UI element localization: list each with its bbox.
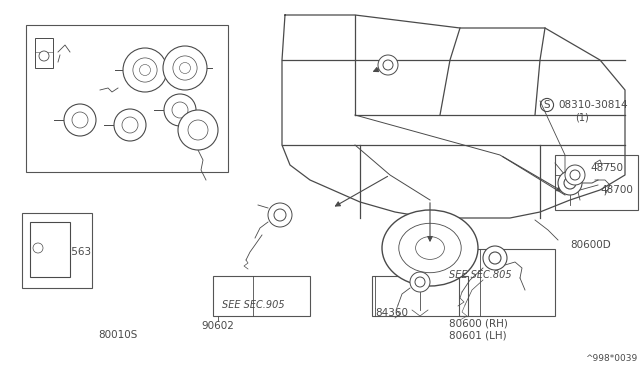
Circle shape: [565, 165, 585, 185]
Circle shape: [133, 58, 157, 82]
Circle shape: [179, 62, 191, 74]
Circle shape: [33, 243, 43, 253]
Text: 48563: 48563: [58, 247, 91, 257]
Circle shape: [178, 110, 218, 150]
Circle shape: [570, 170, 580, 180]
Text: (1): (1): [575, 113, 589, 123]
Bar: [555, 155, 638, 210]
Circle shape: [268, 203, 292, 227]
Text: 48750: 48750: [590, 163, 623, 173]
Text: 80600 (RH): 80600 (RH): [449, 318, 508, 328]
Circle shape: [410, 272, 430, 292]
Bar: [35, 38, 53, 68]
Circle shape: [483, 246, 507, 270]
Circle shape: [172, 102, 188, 118]
Text: SEE SEC.805: SEE SEC.805: [449, 270, 511, 280]
Circle shape: [188, 120, 208, 140]
Text: S: S: [544, 100, 550, 110]
Ellipse shape: [382, 210, 478, 286]
Ellipse shape: [415, 237, 444, 259]
Circle shape: [39, 51, 49, 61]
Circle shape: [173, 56, 197, 80]
Circle shape: [164, 94, 196, 126]
Circle shape: [383, 60, 393, 70]
Text: 80010S: 80010S: [99, 330, 138, 340]
Text: SEE SEC.905: SEE SEC.905: [221, 300, 284, 310]
Circle shape: [489, 252, 501, 264]
Circle shape: [72, 112, 88, 128]
Circle shape: [163, 46, 207, 90]
Text: 80600D: 80600D: [570, 240, 611, 250]
Bar: [459, 249, 555, 316]
Circle shape: [558, 171, 582, 195]
Text: 08310-30814: 08310-30814: [558, 100, 628, 110]
Text: 80601 (LH): 80601 (LH): [449, 330, 507, 340]
Circle shape: [140, 64, 150, 76]
Text: 48700: 48700: [600, 185, 633, 195]
Circle shape: [564, 177, 576, 189]
Bar: [213, 276, 310, 316]
Bar: [26, 25, 228, 172]
Circle shape: [415, 277, 425, 287]
Bar: [372, 276, 468, 316]
Text: 90602: 90602: [202, 321, 234, 331]
Text: 84360: 84360: [375, 308, 408, 318]
Text: ^998*0039: ^998*0039: [585, 354, 637, 363]
Circle shape: [274, 209, 286, 221]
Circle shape: [114, 109, 146, 141]
Circle shape: [123, 48, 167, 92]
Circle shape: [64, 104, 96, 136]
Bar: [30, 222, 70, 277]
Circle shape: [122, 117, 138, 133]
Bar: [22, 213, 92, 288]
Circle shape: [378, 55, 398, 75]
Ellipse shape: [399, 223, 461, 273]
